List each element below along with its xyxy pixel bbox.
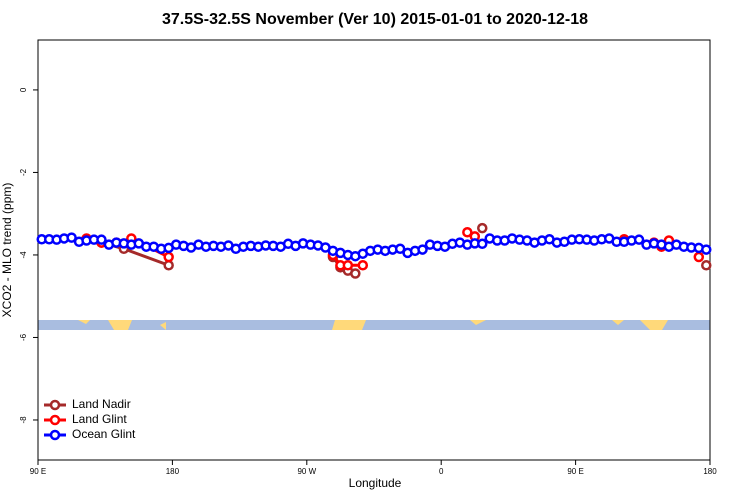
land-blob (160, 322, 166, 330)
y-tick-label: -6 (19, 333, 28, 341)
land-blob (108, 320, 132, 330)
legend-marker (49, 414, 61, 426)
data-point (342, 260, 354, 271)
y-tick-label: -4 (19, 251, 28, 259)
x-tick-label: 90 W (297, 467, 316, 476)
data-point (633, 234, 645, 245)
data-point (477, 222, 488, 234)
y-tick-label: -8 (19, 416, 28, 424)
legend-marker (49, 429, 61, 441)
data-point (163, 251, 174, 263)
land-blob (78, 320, 90, 324)
data-point (477, 238, 488, 250)
y-axis-label: XCO2 - MLO trend (ppm) (0, 183, 14, 318)
legend-label: Land Glint (72, 412, 127, 426)
data-point (462, 227, 473, 238)
ocean-strip (38, 320, 710, 330)
land-blob (612, 320, 624, 325)
data-point (693, 251, 705, 263)
data-point (96, 234, 107, 245)
data-point (163, 260, 174, 271)
x-tick-label: 0 (439, 467, 444, 476)
x-tick-label: 90 E (567, 467, 583, 476)
land-ocean-strip (38, 320, 710, 330)
land-blob (640, 320, 668, 330)
data-point (417, 244, 428, 255)
x-tick-label: 180 (166, 467, 180, 476)
data-point (701, 244, 712, 255)
legend-marker (49, 399, 61, 411)
y-tick-label: -2 (19, 168, 28, 176)
data-point (350, 268, 361, 279)
x-axis-label: Longitude (349, 476, 402, 490)
legend-label: Land Nadir (72, 397, 131, 411)
data-point (701, 260, 712, 271)
x-tick-label: 180 (703, 467, 717, 476)
data-point (66, 232, 77, 243)
chart-title: 37.5S-32.5S November (Ver 10) 2015-01-01… (162, 11, 588, 28)
land-blob (332, 320, 366, 330)
y-tick-label: 0 (19, 87, 28, 92)
land-blob (470, 320, 486, 325)
data-point (357, 260, 369, 271)
x-tick-label: 90 E (30, 467, 46, 476)
legend-label: Ocean Glint (72, 427, 136, 441)
data-point (394, 243, 406, 255)
